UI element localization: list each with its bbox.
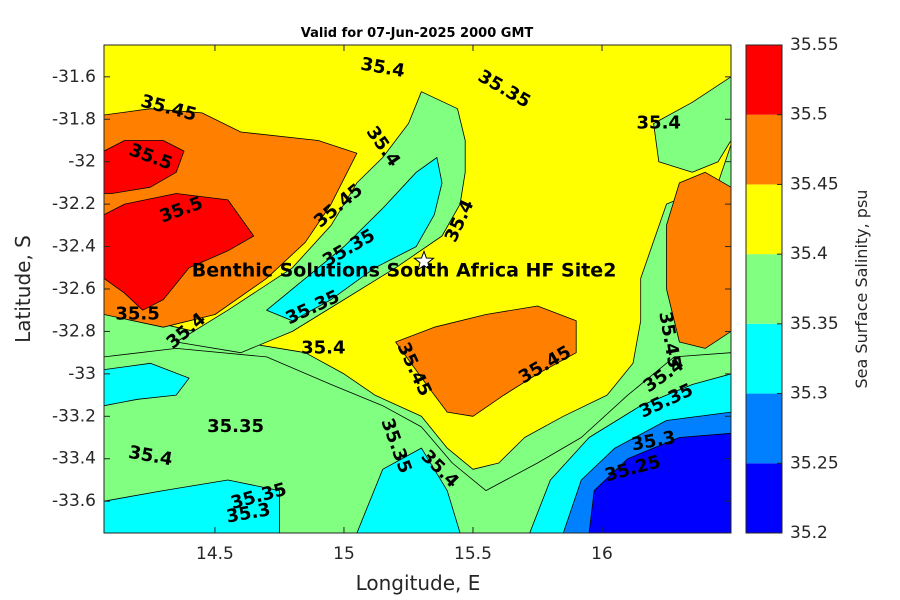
colorbar-tick-label: 35.45 bbox=[790, 174, 839, 194]
contour-region-orange-right-lobe bbox=[666, 171, 731, 349]
colorbar-tick-label: 35.55 bbox=[790, 35, 839, 55]
contour-region-cyan-lower-left bbox=[104, 362, 190, 407]
x-tick-label: 16 bbox=[591, 544, 613, 564]
y-tick-label: -33.6 bbox=[52, 491, 96, 511]
contour-region-red-middle-left bbox=[104, 193, 255, 311]
colorbar-segment bbox=[746, 254, 782, 324]
x-tick-label: 15 bbox=[333, 544, 355, 564]
colorbar-segment bbox=[746, 323, 782, 394]
y-tick-label: -31.8 bbox=[52, 109, 96, 129]
y-tick-label: -32.6 bbox=[52, 279, 96, 299]
contour-region-blue-lower-right bbox=[588, 432, 731, 533]
contour-label: 35.35 bbox=[207, 416, 264, 437]
contour-regions bbox=[104, 45, 731, 533]
y-tick-label: -32.2 bbox=[52, 194, 96, 214]
y-tick-label: -33.4 bbox=[52, 449, 96, 469]
colorbar-segment bbox=[746, 463, 782, 533]
colorbar-tick-label: 35.3 bbox=[790, 384, 828, 404]
colorbar: 35.2 35.25 35.3 35.35 35.4 35.45 35.5 35.55 bbox=[745, 35, 839, 543]
colorbar-segment bbox=[746, 184, 782, 255]
contour-label: 35.5 bbox=[115, 303, 159, 324]
colorbar-label: Sea Surface Salinity, psu bbox=[852, 190, 871, 389]
y-tick-label: -33.2 bbox=[52, 406, 96, 426]
x-tick-label: 15.5 bbox=[454, 544, 492, 564]
colorbar-tick-label: 35.4 bbox=[790, 244, 828, 264]
colorbar-segment bbox=[746, 393, 782, 464]
y-tick-label: -32.8 bbox=[52, 321, 96, 341]
colorbar-tick-label: 35.25 bbox=[790, 453, 839, 473]
colorbar-segment bbox=[746, 45, 782, 115]
y-tick-label: -31.6 bbox=[52, 67, 96, 87]
contour-region-orange-center bbox=[395, 305, 577, 417]
contour-region-green-upper-left bbox=[175, 91, 466, 354]
contour-region-cyan-lower-center bbox=[104, 479, 280, 533]
x-axis-label: Longitude, E bbox=[356, 571, 481, 595]
contour-region-cyan-lower-mid bbox=[356, 447, 461, 533]
chart-title: Valid for 07-Jun-2025 2000 GMT bbox=[301, 26, 534, 41]
site-group: Benthic Solutions South Africa HF Site2 bbox=[192, 249, 617, 281]
colorbar-tick-label: 35.5 bbox=[790, 105, 828, 125]
y-tick-label: -33 bbox=[68, 364, 96, 384]
site-label: Benthic Solutions South Africa HF Site2 bbox=[192, 259, 617, 281]
contour-label: 35.4 bbox=[637, 113, 681, 134]
y-tick-label: -32.4 bbox=[52, 237, 96, 257]
contour-region-cyan-diagonal bbox=[266, 157, 443, 322]
colorbar-tick-label: 35.2 bbox=[790, 523, 828, 543]
colorbar-tick-label: 35.35 bbox=[790, 314, 839, 334]
site-star-icon bbox=[413, 249, 435, 271]
y-axis-ticks: -31.6 -31.8 -32 -32.2 -32.4 -32.6 -32.8 -33 -33.… bbox=[52, 67, 731, 511]
colorbar-segment bbox=[746, 114, 782, 185]
colorbar-frame bbox=[745, 44, 783, 534]
y-tick-label: -32 bbox=[68, 152, 96, 172]
x-tick-label: 14.5 bbox=[196, 544, 234, 564]
contour-label: 35.4 bbox=[301, 337, 345, 358]
x-axis-ticks: 14.5 15 15.5 16 bbox=[196, 45, 613, 564]
contour-region-green-right bbox=[653, 76, 731, 173]
contour-region-red-upper-left bbox=[104, 140, 185, 194]
y-axis-label: Latitude, S bbox=[11, 235, 35, 343]
